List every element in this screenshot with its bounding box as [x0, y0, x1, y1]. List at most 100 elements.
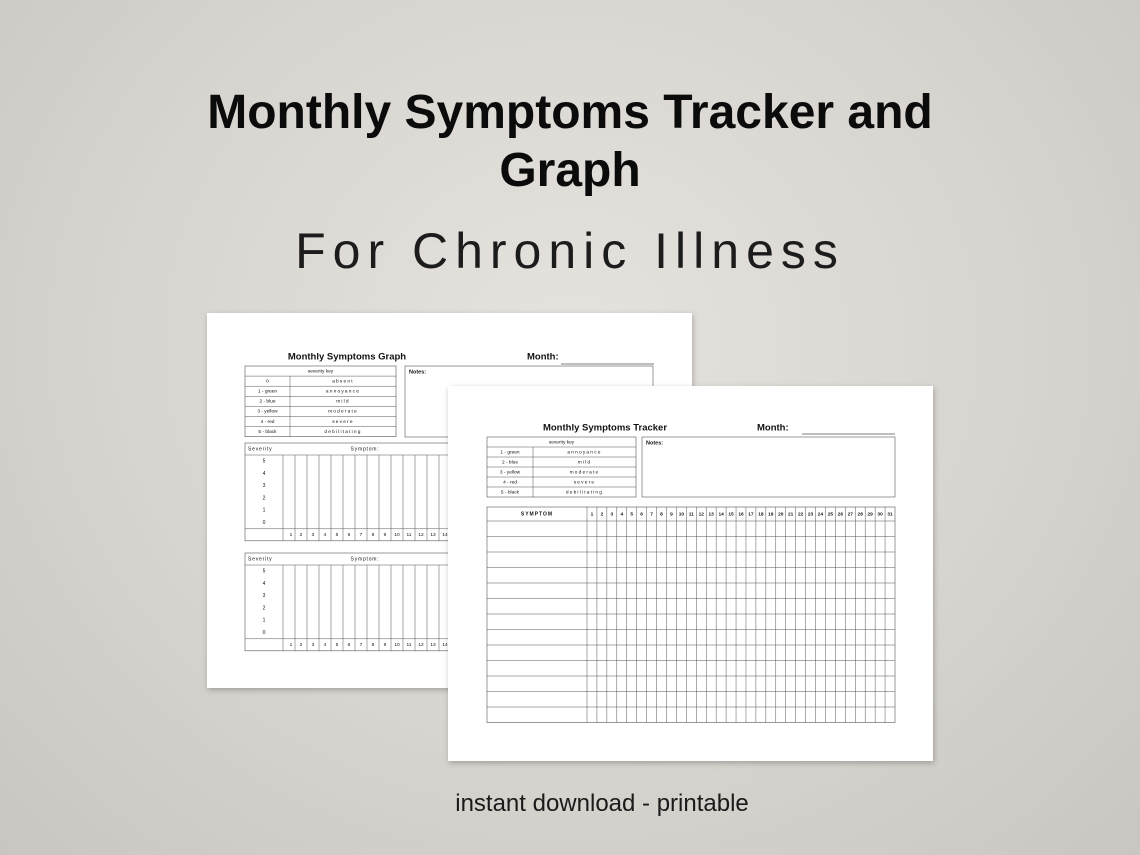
- day-label: 8: [660, 511, 663, 517]
- severity-level: 4: [263, 471, 266, 477]
- key-meaning: debilitating: [324, 429, 361, 435]
- day-label: 17: [748, 511, 754, 517]
- key-level: 1 - green: [258, 389, 278, 395]
- day-label: 1: [591, 511, 594, 517]
- key-level: 3 - yellow: [257, 409, 278, 415]
- key-level: 4 - red: [261, 419, 275, 425]
- subtitle: For Chronic Illness: [295, 223, 845, 279]
- key-table: [244, 365, 397, 437]
- severity-level: 0: [263, 630, 266, 636]
- day-label: 11: [689, 511, 694, 517]
- day-label: 26: [838, 511, 844, 517]
- severity-level: 2: [263, 605, 266, 611]
- day-label: 21: [788, 511, 794, 517]
- day-label: 3: [312, 532, 315, 538]
- notes-label: Notes:: [409, 369, 426, 375]
- severity-level: 5: [263, 568, 266, 574]
- day-label: 20: [778, 511, 784, 517]
- symptom-label: Symptom:: [351, 446, 380, 452]
- page-sheet: [448, 386, 933, 761]
- day-label: 5: [630, 511, 633, 517]
- day-label: 27: [848, 511, 854, 517]
- day-label: 1: [290, 642, 293, 648]
- day-label: 14: [442, 532, 448, 538]
- day-label: 3: [611, 511, 614, 517]
- day-label: 4: [324, 532, 327, 538]
- day-label: 12: [418, 642, 424, 648]
- key-level: 5 - black: [501, 489, 520, 495]
- severity-level: 4: [263, 581, 266, 587]
- severity-level: 2: [263, 495, 266, 501]
- day-label: 10: [394, 642, 400, 648]
- day-label: 18: [758, 511, 764, 517]
- day-label: 3: [312, 642, 315, 648]
- key-level: 3 - yellow: [500, 469, 521, 475]
- day-label: 7: [650, 511, 653, 517]
- day-label: 6: [348, 642, 351, 648]
- day-label: 10: [394, 532, 400, 538]
- key-level: 2 - blue: [502, 459, 518, 465]
- title: Monthly Symptoms Tracker and Graph: [207, 86, 933, 197]
- key-level: 0: [266, 378, 269, 384]
- footer: instant download - printable: [455, 790, 749, 817]
- key-level: 4 - red: [503, 479, 517, 485]
- severity-level: 3: [263, 593, 266, 599]
- key-meaning: mild: [336, 399, 350, 405]
- key-meaning: severe: [574, 479, 596, 485]
- day-label: 13: [430, 532, 436, 538]
- page-title: Monthly Symptoms Tracker: [543, 423, 667, 434]
- severity-level: 5: [263, 458, 266, 464]
- key-level: 2 - blue: [260, 399, 276, 405]
- symptom-label: Symptom:: [351, 556, 380, 562]
- day-label: 9: [384, 642, 387, 648]
- day-label: 2: [300, 642, 303, 648]
- key-heading: severity key: [549, 439, 575, 445]
- key-meaning: annoyance: [567, 450, 601, 455]
- day-label: 30: [877, 511, 883, 517]
- key-meaning: debilitating: [566, 489, 603, 495]
- day-label: 4: [620, 511, 623, 517]
- day-label: 12: [699, 511, 705, 517]
- tracker-grid: [486, 506, 896, 723]
- severity-level: 1: [263, 508, 266, 514]
- day-label: 23: [808, 511, 814, 517]
- day-label: 6: [640, 511, 643, 517]
- severity-label: Severity: [248, 446, 272, 452]
- key-meaning: moderate: [570, 469, 600, 475]
- month-label: Month:: [757, 423, 789, 434]
- day-label: 8: [372, 642, 375, 648]
- day-label: 5: [336, 532, 339, 538]
- key-level: 1 - green: [500, 449, 520, 455]
- day-label: 4: [324, 642, 327, 648]
- day-label: 25: [828, 511, 834, 517]
- day-label: 24: [818, 511, 824, 517]
- day-label: 12: [418, 532, 424, 538]
- severity-level: 1: [263, 618, 266, 624]
- day-label: 31: [887, 511, 893, 517]
- severity-label: Severity: [248, 556, 272, 562]
- day-label: 11: [407, 532, 412, 538]
- key-heading: severity key: [308, 368, 334, 374]
- page-title: Monthly Symptoms Graph: [288, 352, 406, 363]
- key-level: 5 - black: [258, 429, 277, 435]
- key-meaning: mild: [578, 459, 592, 465]
- month-label: Month:: [527, 352, 559, 363]
- symptom-header: SYMPTOM: [521, 511, 553, 517]
- day-label: 9: [670, 511, 673, 517]
- pages: Monthly Symptoms Graph Month: severity key…: [207, 313, 933, 761]
- day-label: 9: [384, 532, 387, 538]
- day-label: 5: [336, 642, 339, 648]
- day-label: 10: [679, 511, 685, 517]
- day-label: 13: [709, 511, 715, 517]
- day-label: 2: [300, 532, 303, 538]
- day-label: 7: [360, 642, 363, 648]
- key-meaning: severe: [332, 419, 354, 425]
- notes-label: Notes:: [646, 440, 663, 446]
- day-label: 22: [798, 511, 804, 517]
- day-label: 14: [718, 511, 724, 517]
- day-label: 19: [768, 511, 774, 517]
- day-label: 11: [407, 642, 412, 648]
- severity-level: 0: [263, 520, 266, 526]
- key-meaning: absent: [332, 378, 354, 384]
